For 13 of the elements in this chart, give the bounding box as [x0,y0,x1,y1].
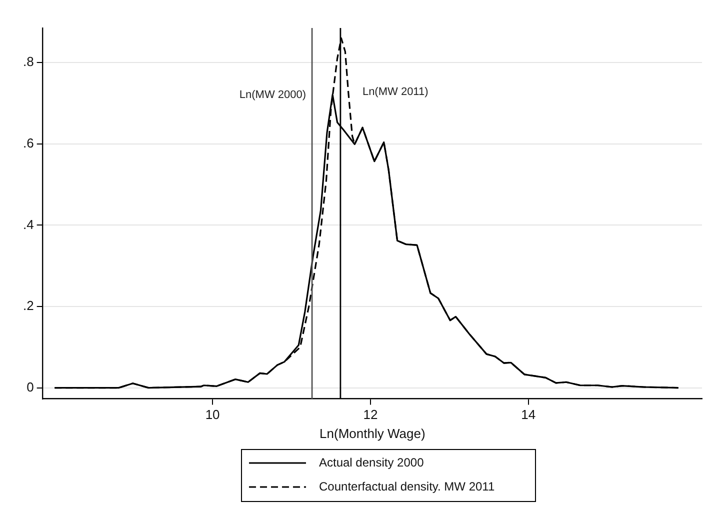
y-tick-label: .6 [23,135,34,150]
y-tick-label: 0 [26,379,34,394]
legend-label: Actual density 2000 [319,455,424,470]
y-tick-label: .2 [23,298,34,314]
y-tick-label: .8 [23,54,34,70]
x-tick-label: 14 [521,407,536,422]
legend-label: Counterfactual density. MW 2011 [319,479,495,494]
x-axis-title: Ln(Monthly Wage) [320,426,426,441]
y-tick-label: .4 [23,216,34,232]
x-tick-label: 12 [363,407,378,422]
ref-line-label: Ln(MW 2011) [362,86,428,98]
x-tick-label: 10 [205,407,220,422]
ref-line-label: Ln(MW 2000) [239,89,306,102]
